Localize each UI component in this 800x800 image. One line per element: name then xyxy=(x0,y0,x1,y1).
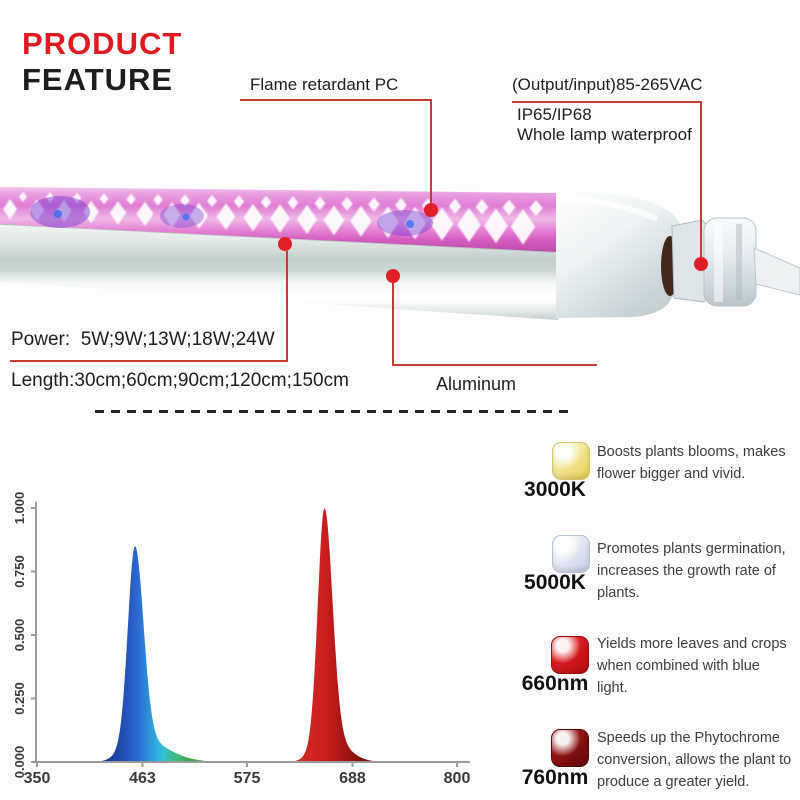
label-aluminum: Aluminum xyxy=(436,374,517,394)
benefit-desc-760nm: Speeds up the Phytochrome conversion, al… xyxy=(597,730,792,790)
label-length-options: Length:30cm;60cm;90cm;120cm;150cm xyxy=(11,370,349,391)
benefit-desc-660nm: Yields more leaves and crops when combin… xyxy=(597,636,787,696)
swatch-label-760nm: 760nm xyxy=(521,766,589,789)
x-tick-label: 575 xyxy=(234,770,261,787)
product-photo-led-tube xyxy=(0,185,800,320)
swatch-5000k xyxy=(552,535,590,573)
page-title-product: PRODUCT xyxy=(22,26,183,61)
label-ip-rating: IP65/IP68 Whole lamp waterproof xyxy=(517,105,692,145)
callout-line-output-v xyxy=(700,101,702,258)
label-power-options: Power: 5W;9W;13W;18W;24W xyxy=(11,329,275,350)
swatch-3000k xyxy=(552,442,590,480)
callout-line-power-h xyxy=(10,360,288,362)
spectrum-chart: 350 463 575 688 800 0.000 0.250 0.500 0.750 1.000 xyxy=(12,492,471,787)
ip-rating-desc: Whole lamp waterproof xyxy=(517,125,692,144)
tube-aluminum-body xyxy=(0,222,558,320)
callout-dot-flame xyxy=(424,203,438,217)
violet-led-glow xyxy=(30,196,433,236)
label-output-input-voltage: (Output/input)85-265VAC xyxy=(512,75,703,94)
callout-dot-power xyxy=(278,237,292,251)
callout-line-flame-v xyxy=(430,99,432,205)
callout-line-flame-h xyxy=(240,99,432,101)
callout-line-output-h xyxy=(512,101,702,103)
spectrum-peak-blue xyxy=(79,546,232,762)
callout-line-aluminum-v xyxy=(392,282,394,366)
benefit-desc-5000k: Promotes plants germination, increases t… xyxy=(597,541,786,601)
callout-line-power-v xyxy=(286,251,288,361)
callout-line-aluminum-h xyxy=(392,364,597,366)
page-title-feature: FEATURE xyxy=(22,62,174,97)
y-tick-label: 0.250 xyxy=(12,682,27,715)
x-tick-label: 463 xyxy=(129,770,156,787)
swatch-760nm xyxy=(551,729,589,767)
x-tick-label: 800 xyxy=(444,770,471,787)
led-diamond-pattern xyxy=(2,191,543,245)
x-tick-label: 350 xyxy=(24,770,51,787)
dashed-divider xyxy=(95,410,571,413)
gland-big-nut xyxy=(703,217,757,307)
swatch-label-3000k: 3000K xyxy=(524,478,586,501)
ip-rating-value: IP65/IP68 xyxy=(517,105,592,124)
page-title: PRODUCT FEATURE xyxy=(22,26,182,98)
benefit-desc-3000k: Boosts plants blooms, makes flower bigge… xyxy=(597,444,786,482)
swatch-label-5000k: 5000K xyxy=(524,571,586,594)
y-tick-label: 0.000 xyxy=(12,746,27,779)
y-tick-label: 1.000 xyxy=(12,492,27,525)
callout-dot-aluminum xyxy=(386,269,400,283)
y-tick-label: 0.500 xyxy=(12,619,27,652)
spectrum-peak-red xyxy=(264,508,378,762)
callout-dot-output xyxy=(694,257,708,271)
tube-end-cap xyxy=(556,190,686,318)
x-tick-label: 688 xyxy=(339,770,366,787)
y-tick-label: 0.750 xyxy=(12,555,27,588)
power-cable xyxy=(753,247,800,296)
label-flame-retardant-pc: Flame retardant PC xyxy=(250,75,399,94)
swatch-660nm xyxy=(551,636,589,674)
swatch-label-660nm: 660nm xyxy=(521,672,589,695)
